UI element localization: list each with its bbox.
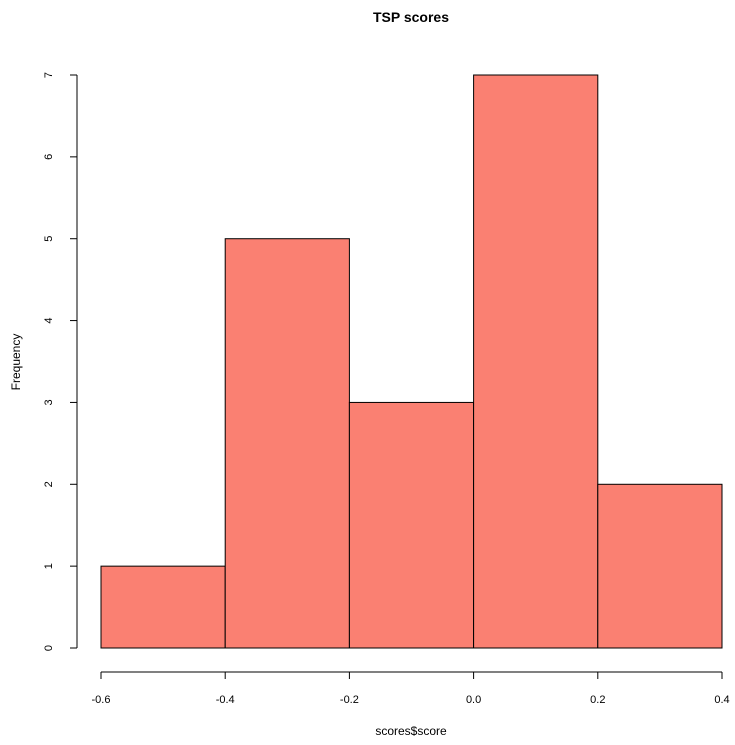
- bars-group: [100, 74, 723, 649]
- x-tick-label: -0.4: [216, 694, 235, 706]
- x-axis-label: scores$score: [375, 724, 447, 738]
- y-tick-label: 3: [43, 399, 55, 405]
- histogram-bar: [100, 565, 226, 649]
- histogram-bar: [473, 74, 599, 649]
- x-tick-label: -0.2: [340, 694, 359, 706]
- chart-title: TSP scores: [373, 9, 449, 25]
- y-axis: 0 1 2 3 4 5 6 7: [43, 72, 78, 651]
- y-tick-label: 2: [43, 481, 55, 487]
- y-axis-label: Frequency: [9, 334, 23, 391]
- x-tick-label: 0.4: [714, 694, 729, 706]
- histogram-bar: [224, 238, 350, 649]
- y-tick-label: 0: [43, 645, 55, 651]
- histogram-bar: [348, 401, 475, 649]
- y-tick-label: 6: [43, 154, 55, 160]
- x-tick-label: 0.0: [466, 694, 481, 706]
- y-tick-label: 1: [43, 563, 55, 569]
- x-tick-label: -0.6: [92, 694, 111, 706]
- histogram-bar: [597, 483, 723, 649]
- x-tick-label: 0.2: [590, 694, 605, 706]
- y-tick-label: 4: [43, 318, 55, 324]
- y-tick-label: 7: [43, 72, 55, 78]
- y-tick-label: 5: [43, 236, 55, 242]
- x-axis: -0.6 -0.4 -0.2 0.0 0.2 0.4: [92, 671, 730, 706]
